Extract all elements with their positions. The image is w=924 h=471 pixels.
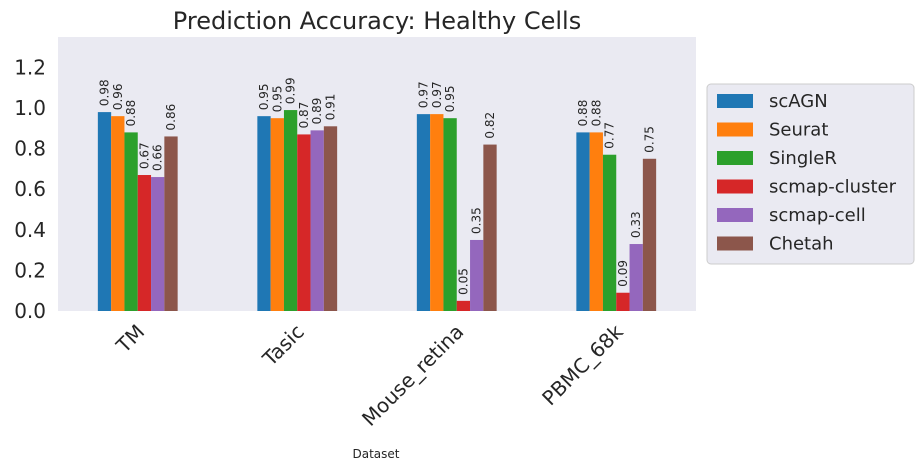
legend-swatch: [717, 236, 753, 251]
data-label: 0.35: [470, 207, 484, 234]
legend-entry: Chetah: [769, 234, 834, 255]
x-tick-label: Mouse_retina: [357, 320, 468, 431]
data-label: 0.75: [643, 126, 657, 153]
data-label: 0.97: [430, 81, 444, 108]
bar-Chetah-PBMC_68k: [642, 158, 657, 311]
bar-scmap-cluster-Mouse_retina: [456, 300, 471, 311]
data-label: 0.88: [589, 100, 603, 127]
x-tick-label: TM: [111, 320, 150, 359]
bar-SingleR-Mouse_retina: [443, 118, 457, 312]
data-labels: 0.98 0.960.880.67 0.660.860.95 0.95 0.990.87…: [98, 77, 657, 295]
bar-Seurat-PBMC_68k: [589, 132, 603, 311]
y-tick-label: 0.4: [14, 218, 46, 242]
bar-Chetah-TM: [164, 136, 178, 311]
bars: [97, 110, 657, 312]
bar-scAGN-Tasic: [257, 116, 271, 312]
legend-entry: scmap-cluster: [769, 177, 897, 198]
chart-title: Prediction Accuracy: Healthy Cells: [173, 7, 581, 35]
legend-swatch: [717, 122, 753, 137]
data-label: 0.95: [270, 85, 284, 112]
data-label: 0.05: [456, 268, 470, 295]
bar-SingleR-PBMC_68k: [602, 154, 617, 311]
y-axis: 0.0 0.2 0.4 0.6 0.8 1.0 1.2: [14, 55, 46, 323]
data-label: 0.95: [443, 85, 457, 112]
data-label: 0.66: [151, 144, 165, 171]
data-label: 0.87: [297, 102, 311, 129]
data-label: 0.96: [111, 83, 125, 110]
legend-entry: Seurat: [769, 120, 828, 141]
legend-swatch: [717, 208, 753, 222]
bar-Chetah-Mouse_retina: [483, 144, 497, 311]
bar-Seurat-Mouse_retina: [430, 114, 444, 312]
data-label: 0.33: [629, 211, 643, 238]
legend-entry: scAGN: [769, 91, 828, 112]
legend-entry: scmap-cell: [769, 205, 866, 226]
x-tick-label: Tasic: [257, 320, 309, 372]
legend: scAGN Seurat SingleR scmap-cluster scmap-cel…: [706, 83, 915, 265]
bar-scmap-cell-TM: [151, 177, 165, 311]
x-axis: TM Tasic Mouse_retina PBMC_68k: [111, 319, 628, 431]
data-label: 0.88: [124, 100, 138, 127]
data-label: 0.98: [98, 79, 112, 106]
data-label: 0.99: [284, 77, 298, 104]
bar-Seurat-TM: [111, 116, 125, 312]
data-label: 0.86: [164, 104, 178, 131]
bar-Chetah-Tasic: [323, 126, 338, 311]
legend-swatch: [717, 151, 753, 165]
y-tick-label: 0.0: [14, 299, 46, 323]
bar-scmap-cluster-PBMC_68k: [616, 292, 630, 311]
y-tick-label: 0.6: [14, 177, 46, 201]
bar-scAGN-TM: [97, 112, 112, 311]
bar-scmap-cell-Tasic: [310, 130, 324, 311]
bar-SingleR-Tasic: [283, 110, 298, 311]
y-tick-label: 0.2: [14, 258, 46, 282]
bar-scmap-cell-PBMC_68k: [629, 244, 643, 311]
legend-entry: SingleR: [769, 148, 837, 169]
data-label: 0.91: [324, 94, 338, 121]
legend-swatch: [717, 94, 753, 108]
bar-Seurat-Tasic: [270, 118, 284, 312]
legend-swatch: [717, 179, 753, 194]
legend-box: [706, 83, 915, 265]
data-label: 0.97: [417, 81, 431, 108]
data-label: 0.67: [137, 142, 151, 169]
data-label: 0.89: [310, 98, 324, 125]
y-tick-label: 1.0: [14, 96, 46, 120]
bar-SingleR-TM: [124, 132, 138, 311]
x-tick-label: PBMC_68k: [537, 319, 628, 410]
x-axis-label: Dataset: [353, 447, 400, 461]
bar-scAGN-PBMC_68k: [576, 132, 590, 311]
y-tick-label: 1.2: [14, 55, 46, 79]
y-tick-label: 0.8: [14, 137, 46, 161]
data-label: 0.09: [616, 260, 630, 287]
bar-scmap-cell-Mouse_retina: [470, 239, 484, 311]
data-label: 0.88: [576, 100, 590, 127]
data-label: 0.95: [257, 83, 271, 110]
data-label: 0.82: [483, 112, 497, 139]
bar-scAGN-Mouse_retina: [416, 114, 431, 312]
bar-scmap-cluster-TM: [137, 175, 152, 311]
bar-scmap-cluster-Tasic: [297, 134, 311, 311]
data-label: 0.77: [603, 122, 617, 149]
